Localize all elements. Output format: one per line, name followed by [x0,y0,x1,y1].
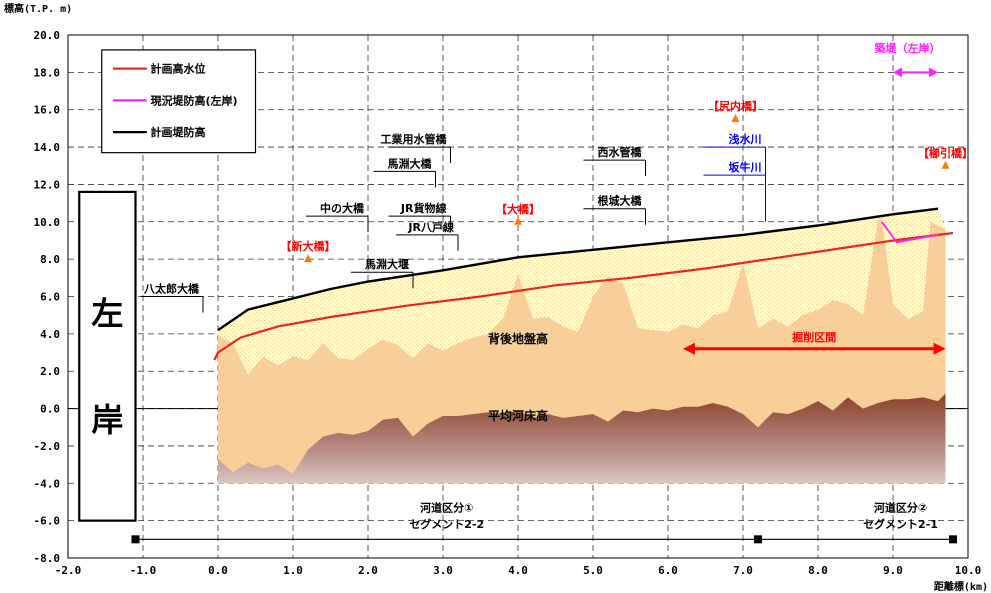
x-tick-label: 3.0 [433,564,453,577]
left-bank-char-2: 岸 [91,401,123,439]
segment-1-sub: セグメント2-2 [409,517,484,531]
x-tick-label: 10.0 [955,564,982,577]
levee-arrow-right [929,67,938,78]
series-lines [213,207,954,361]
plan-levee-line [217,207,939,332]
segment-2-label: 河道区分② [874,500,927,514]
y-tick-label: -2.0 [34,440,61,453]
axes: -2.0 -1.0 0.0 1.0 2.0 3.0 4.0 5.0 6.0 7.0 8.0 9.0 10… [4,2,988,593]
legend-label: 計画堤防高 [151,125,206,139]
x-tick-label: 2.0 [358,564,378,577]
plot-frame [67,34,969,559]
left-bank-char-1: 左 [91,295,123,333]
x-tick-label: -1.0 [130,564,157,577]
landmark-label: 【櫛引橋】 [918,146,973,160]
y-tick-label: 14.0 [34,141,61,154]
structure-label: JR貨物線 [400,201,447,215]
structure-label: 根城大橋 [598,194,643,208]
y-tick-label: 8.0 [40,253,60,266]
y-tick-label: -4.0 [34,477,61,490]
riverbed-area [218,393,946,484]
hwl-line [213,231,954,361]
segment-2-sub: セグメント2-1 [863,517,938,531]
x-tick-label: 4.0 [508,564,528,577]
structure-label: 馬淵大堰 [365,257,409,271]
excavation-arrow-left [683,342,695,355]
segment-1-label: 河道区分① [420,500,473,514]
segment-mark [754,535,762,544]
x-tick-label: 8.0 [808,564,828,577]
structure-label: 八太郎大橋 [143,282,200,296]
landmark-marker [731,114,740,123]
x-tick-label: 1.0 [283,564,303,577]
x-tick-label: 9.0 [883,564,903,577]
structure-label: 西水管橋 [598,145,643,159]
structure-label: 馬淵大橋 [388,156,433,170]
left-bank-box [78,190,137,522]
landmark-label: 【新大橋】 [281,239,336,253]
x-tick-label: -2.0 [55,564,82,577]
legend-label: 計画高水位 [151,62,206,76]
y-tick-label: 16.0 [34,104,61,117]
riverbed-caption: 平均河床高 [488,408,548,423]
y-tick-label: 20.0 [34,29,61,42]
structure-label: 工業用水管橋 [381,132,448,146]
y-tick-label: 12.0 [34,178,61,191]
landmark-marker [514,216,522,225]
levee-dotted-area [218,208,946,375]
ground-caption: 背後地盤高 [488,331,548,346]
excavation-label: 掘削区間 [792,330,836,344]
landmark-marker [941,160,950,169]
y-tick-label: 10.0 [34,216,61,229]
y-tick-label: 0.0 [40,403,60,416]
landmark-label: 【尻内橋】 [708,99,763,113]
y-tick-label: -6.0 [34,515,61,528]
structure-label: 浅水川 [729,132,762,146]
levee-arrow-left [893,67,902,78]
x-tick-label: 7.0 [733,564,753,577]
levee-label: 築堤（左岸） [874,41,941,55]
structure-label: JR八戸線 [407,220,454,234]
y-tick-label: 2.0 [40,365,60,378]
y-tick-label: -8.0 [34,552,61,565]
legend-label: 現況堤防高(左岸) [151,93,238,107]
current-levee-line [881,221,939,244]
x-tick-label: 6.0 [658,564,678,577]
segment-mark [131,535,140,544]
y-tick-label: 4.0 [40,328,60,341]
segment-mark [949,535,957,544]
x-tick-label: 5.0 [583,564,603,577]
y-tick-label: 18.0 [34,66,61,79]
x-axis-title: 距離標(km) [934,580,988,593]
landmark-marker [304,254,312,263]
landmark-label: 【大橋】 [496,202,540,216]
area-layers [218,208,946,484]
excavation-arrow-right [933,342,946,355]
y-tick-label: 6.0 [40,291,60,304]
structure-label: 坂牛川 [729,160,762,174]
y-axis-title: 標高(T.P. m) [4,2,72,15]
x-tick-label: 0.0 [208,564,228,577]
ground-area [218,218,946,484]
structure-label: 中の大橋 [320,201,365,215]
